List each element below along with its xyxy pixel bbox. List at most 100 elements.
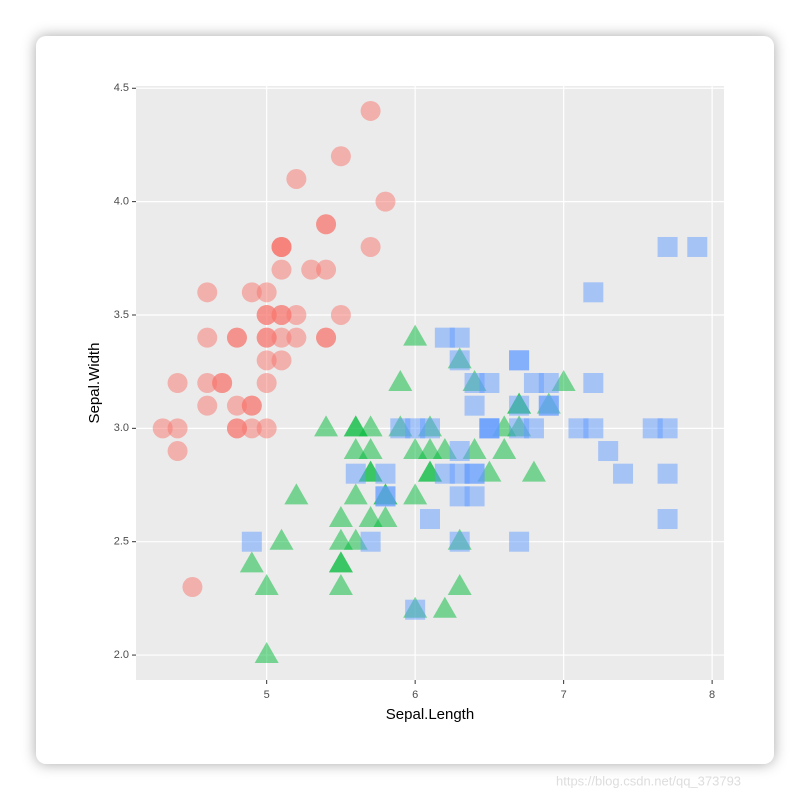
point [286,327,307,348]
point [521,460,546,482]
point [239,551,264,573]
point [256,304,277,325]
point [509,531,530,552]
point [464,373,485,393]
x-tick-label: 7 [561,689,567,701]
point [271,236,292,257]
point [167,441,188,462]
point [449,441,470,462]
point [360,100,381,121]
point [375,486,396,507]
point [316,327,337,348]
point [405,599,426,620]
y-tick-label: 2.0 [114,649,129,661]
point [212,373,233,393]
point [226,395,247,416]
point [687,236,708,257]
point [269,528,294,550]
point [509,350,530,371]
point [432,596,457,618]
point [583,282,604,303]
point [314,415,339,437]
point [254,642,279,664]
point [583,373,604,393]
point [449,350,470,371]
y-tick-label: 4.5 [114,82,129,94]
point [241,418,262,439]
point [328,574,353,596]
point [403,324,428,346]
point [343,483,368,505]
x-tick-label: 8 [709,689,715,701]
point [509,418,530,439]
point [330,304,351,325]
point [388,370,413,391]
point [241,531,262,552]
point [256,373,277,393]
point [447,574,472,596]
point [197,373,218,393]
point [197,395,218,416]
point [328,551,353,573]
point [360,531,381,552]
point [301,259,322,280]
point [271,304,292,325]
point [657,509,678,530]
point [256,327,277,348]
point [284,483,309,505]
point [434,327,455,348]
point [509,395,530,416]
point [375,191,396,212]
point [330,146,351,167]
point [316,259,337,280]
point [256,350,277,371]
y-tick-label: 2.5 [114,536,129,548]
point [403,438,428,460]
point [226,418,247,439]
point [358,415,383,437]
point [241,395,262,416]
point [328,506,353,528]
point [420,509,440,530]
watermark: https://blog.csdn.net/qq_373793 [556,773,741,788]
y-axis-title: Sepal.Width [86,343,103,424]
point [657,418,678,439]
point [254,574,279,596]
point [197,327,218,348]
point [403,483,428,505]
point [464,395,485,416]
point [449,463,470,484]
y-tick-label: 3.5 [114,309,129,321]
point [197,282,218,303]
point [373,506,398,528]
point [328,528,353,550]
y-tick-label: 4.0 [114,196,129,208]
point [449,486,470,507]
point [256,418,277,439]
point [449,531,470,552]
point [286,304,307,325]
point [358,438,383,460]
point [479,418,500,439]
point [345,463,366,484]
point [152,418,173,439]
point [613,463,634,484]
x-tick-label: 6 [412,689,418,701]
point [316,214,337,235]
point [492,438,517,460]
y-tick-label: 3.0 [114,422,129,434]
point [538,395,559,416]
point [241,282,262,303]
point [375,463,396,484]
point [598,441,619,462]
point [271,327,292,348]
point [523,373,544,393]
point [167,373,188,393]
point [167,418,188,439]
point [182,577,203,598]
point [226,327,247,348]
point [657,463,678,484]
point [286,168,307,189]
